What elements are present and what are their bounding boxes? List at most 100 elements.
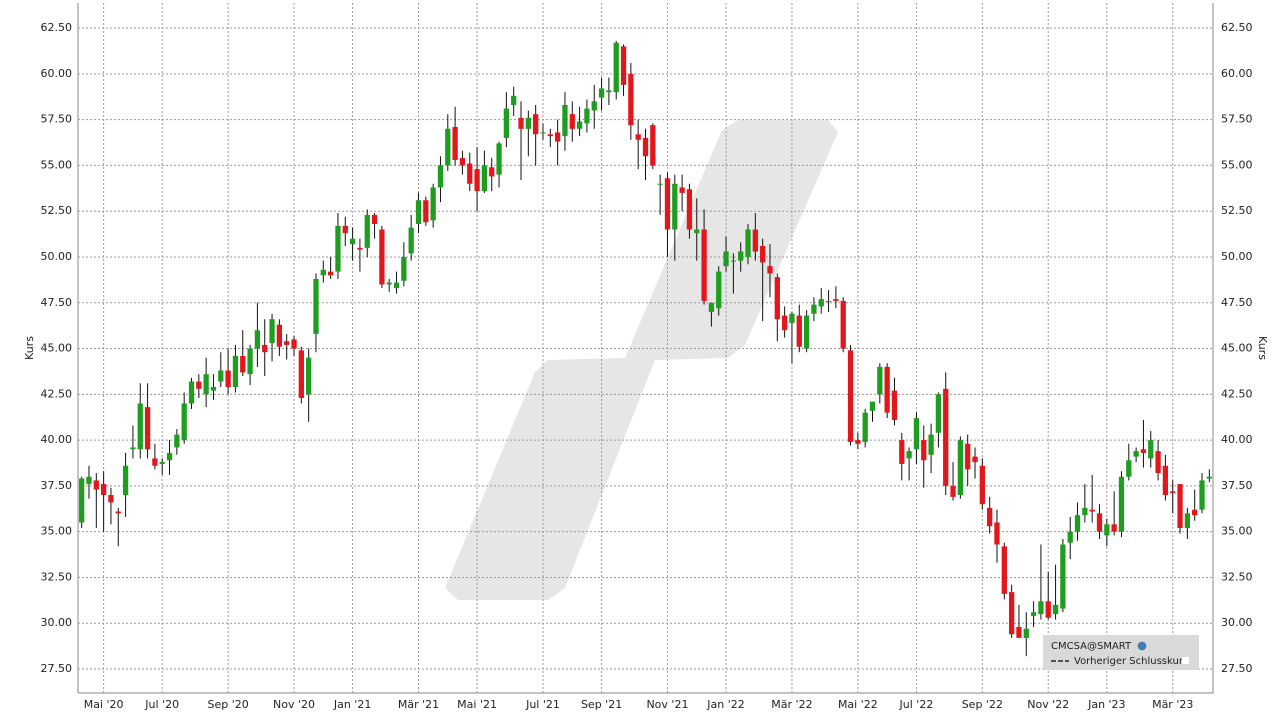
legend-checkbox[interactable] bbox=[1182, 657, 1189, 664]
candle-body bbox=[364, 214, 370, 248]
y2-tick-label: 57.50 bbox=[1221, 113, 1253, 126]
y-tick-label: 30.00 bbox=[41, 616, 73, 629]
candle-body bbox=[115, 511, 121, 514]
candle-body bbox=[818, 299, 824, 307]
candle-body bbox=[415, 200, 422, 225]
candle-body bbox=[496, 143, 502, 175]
candle-body bbox=[928, 434, 934, 455]
candle-body bbox=[1030, 612, 1037, 616]
candle-body bbox=[1192, 509, 1198, 516]
candle-body bbox=[767, 266, 773, 274]
candle-body bbox=[979, 465, 985, 505]
candle-body bbox=[811, 304, 817, 314]
candle-body bbox=[796, 315, 802, 347]
candle-body bbox=[1177, 484, 1183, 529]
candle-body bbox=[642, 137, 649, 157]
candle-body bbox=[130, 447, 136, 450]
candle-body bbox=[518, 117, 524, 129]
candle-body bbox=[240, 355, 246, 373]
candle-body bbox=[1199, 480, 1205, 510]
candle-body bbox=[166, 452, 173, 461]
y2-tick-label: 37.50 bbox=[1221, 479, 1253, 492]
candle-body bbox=[1082, 507, 1088, 516]
candle-body bbox=[1060, 544, 1066, 609]
candle-body bbox=[774, 277, 780, 320]
y2-tick-label: 62.50 bbox=[1221, 21, 1253, 34]
y-tick-label: 47.50 bbox=[41, 296, 73, 309]
candle-body bbox=[511, 95, 517, 105]
candle-body bbox=[745, 229, 751, 257]
candle-body bbox=[349, 238, 356, 245]
candle-body bbox=[840, 300, 846, 349]
y-tick-label: 35.00 bbox=[41, 525, 73, 538]
x-tick-label: Nov '20 bbox=[273, 698, 315, 711]
candle-body bbox=[262, 344, 268, 353]
candle-body bbox=[481, 165, 488, 192]
candle-body bbox=[855, 440, 861, 444]
candle-body bbox=[430, 187, 436, 221]
candle-body bbox=[86, 476, 92, 485]
candle-body bbox=[781, 315, 788, 331]
candle-body bbox=[803, 315, 810, 349]
candle-body bbox=[284, 341, 290, 345]
y-tick-label: 45.00 bbox=[41, 342, 73, 355]
y2-tick-label: 47.50 bbox=[1221, 296, 1253, 309]
y-tick-label: 40.00 bbox=[41, 433, 73, 446]
candle-body bbox=[635, 134, 641, 140]
x-tick-label: Mär '22 bbox=[771, 698, 812, 711]
candle-body bbox=[943, 388, 949, 486]
x-tick-label: Sep '22 bbox=[962, 698, 1003, 711]
candle-body bbox=[144, 407, 151, 450]
candle-body bbox=[474, 169, 480, 192]
candle-body bbox=[100, 484, 107, 496]
candle-body bbox=[357, 247, 363, 250]
candle-body bbox=[694, 229, 700, 234]
x-tick-label: Jul '21 bbox=[525, 698, 560, 711]
y-tick-label: 62.50 bbox=[41, 21, 73, 34]
y-tick-label: 27.50 bbox=[41, 662, 73, 675]
x-tick-label: Mai '20 bbox=[84, 698, 124, 711]
candle-body bbox=[335, 225, 341, 272]
legend: CMCSA@SMART Vorheriger Schlusskurs bbox=[1043, 635, 1199, 670]
y2-tick-label: 35.00 bbox=[1221, 525, 1253, 538]
legend-box bbox=[1043, 635, 1199, 670]
candle-body bbox=[891, 390, 898, 420]
y2-tick-label: 55.00 bbox=[1221, 158, 1253, 171]
candle-body bbox=[298, 350, 304, 398]
candle-body bbox=[445, 128, 451, 166]
candle-body bbox=[789, 313, 795, 323]
legend-label: CMCSA@SMART bbox=[1051, 641, 1132, 652]
candle-body bbox=[1089, 509, 1095, 512]
candle-body bbox=[1052, 604, 1059, 615]
x-tick-label: Jan '22 bbox=[706, 698, 744, 711]
x-tick-label: Mai '21 bbox=[457, 698, 497, 711]
candle-body bbox=[386, 282, 392, 285]
candle-body bbox=[393, 282, 400, 289]
x-tick-label: Nov '22 bbox=[1027, 698, 1069, 711]
y2-tick-label: 32.50 bbox=[1221, 570, 1253, 583]
candle-body bbox=[899, 440, 905, 464]
y-axis-label: Kurs bbox=[23, 336, 36, 360]
candle-body bbox=[1008, 592, 1015, 635]
candle-body bbox=[525, 117, 531, 129]
x-tick-label: Mär '23 bbox=[1152, 698, 1193, 711]
candle-body bbox=[613, 42, 619, 93]
candle-body bbox=[1206, 476, 1212, 479]
candle-body bbox=[935, 394, 942, 433]
candle-body bbox=[664, 178, 671, 230]
y2-tick-label: 42.50 bbox=[1221, 387, 1253, 400]
candle-body bbox=[93, 480, 99, 490]
candle-body bbox=[921, 440, 927, 461]
candle-body bbox=[152, 458, 158, 466]
y-tick-label: 60.00 bbox=[41, 67, 73, 80]
candle-body bbox=[598, 88, 605, 98]
y2-tick-label: 50.00 bbox=[1221, 250, 1253, 263]
candle-body bbox=[467, 163, 473, 184]
candle-body bbox=[225, 370, 231, 388]
candle-body bbox=[254, 330, 261, 349]
candle-body bbox=[1118, 476, 1125, 532]
candle-body bbox=[825, 300, 832, 302]
x-tick-label: Mai '22 bbox=[838, 698, 878, 711]
candle-body bbox=[884, 366, 890, 413]
candle-body bbox=[379, 229, 385, 285]
